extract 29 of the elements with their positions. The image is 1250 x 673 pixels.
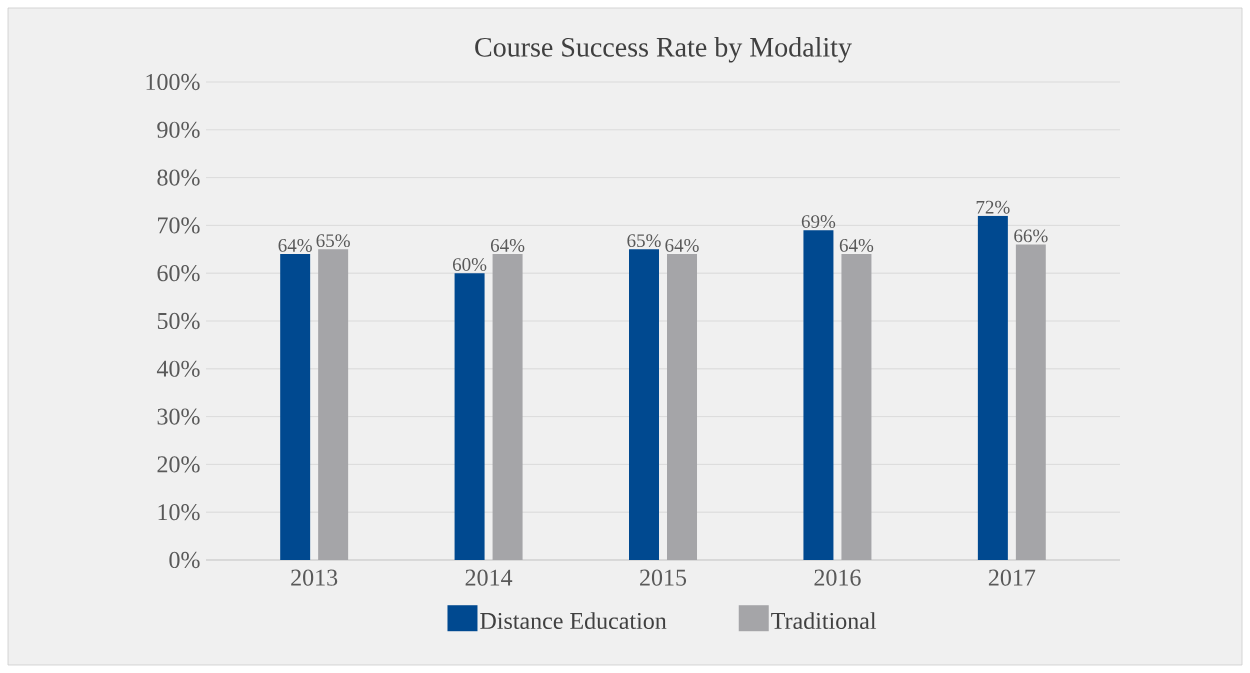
data-label: 60% [452, 258, 487, 271]
data-label: 65% [316, 234, 350, 248]
data-label: 64% [665, 239, 699, 252]
chart-title: Course Success Rate by Modality [475, 36, 852, 63]
data-label: 69% [801, 215, 836, 228]
data-label: 65% [627, 234, 661, 248]
x-tick-label: 2017 [988, 569, 1036, 586]
x-tick-label: 2015 [640, 569, 687, 586]
data-label: 72% [976, 200, 1010, 214]
y-tick-label: 60% [157, 265, 200, 282]
x-tick-label: 2014 [465, 569, 513, 586]
data-label: 64% [839, 239, 874, 252]
y-tick-label: 70% [158, 217, 200, 234]
data-label: 64% [490, 239, 525, 252]
x-tick-label: 2016 [814, 569, 861, 586]
data-label: 66% [1014, 229, 1048, 243]
y-tick-label: 100% [146, 73, 200, 91]
y-tick-label: 10% [158, 504, 200, 521]
y-tick-label: 0% [169, 551, 200, 569]
y-tick-label: 90% [157, 121, 200, 138]
y-tick-label: 40% [156, 360, 200, 377]
y-tick-label: 30% [157, 408, 200, 425]
data-label: 64% [278, 239, 312, 252]
x-tick-label: 2013 [291, 569, 338, 586]
y-tick-label: 50% [157, 312, 200, 330]
y-tick-label: 80% [157, 169, 200, 186]
legend-label: Traditional [771, 612, 877, 630]
y-tick-label: 20% [157, 456, 200, 473]
legend-label: Distance Education [480, 612, 667, 630]
